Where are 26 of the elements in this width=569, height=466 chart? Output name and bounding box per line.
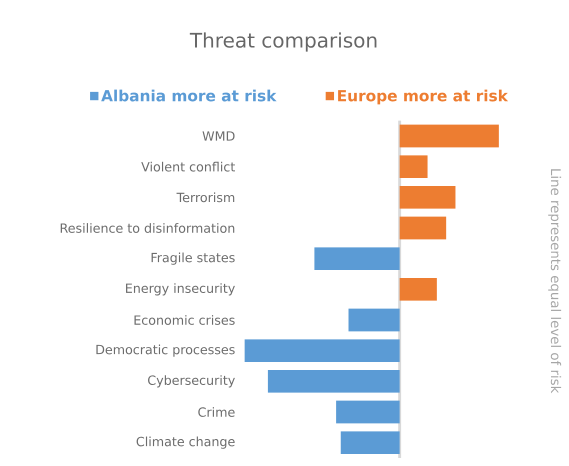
legend-label: Europe more at risk <box>338 90 508 104</box>
y-tick-label: Terrorism <box>176 192 234 202</box>
y-tick-label: Crime <box>198 407 235 417</box>
bar <box>314 247 400 270</box>
legend-label: Albania more at risk <box>101 90 277 102</box>
text: Line represents equal level of risk <box>548 169 562 394</box>
bar <box>400 155 428 178</box>
bar <box>400 278 437 301</box>
y-tick-label: Resilience to disinformation <box>60 223 234 233</box>
y-tick-label: Economic crises <box>134 315 235 325</box>
y-tick-label: Energy insecurity <box>126 283 235 296</box>
bar <box>268 370 400 393</box>
y-tick-label: Violent conflict <box>141 162 235 172</box>
bar <box>336 400 400 424</box>
chart-title: Threat comparison <box>190 32 376 52</box>
y-tick-label: Democratic processes <box>96 344 235 357</box>
bar <box>400 186 456 209</box>
bar <box>244 339 400 362</box>
bar <box>400 216 446 240</box>
y-tick-label: Fragile states <box>152 252 235 265</box>
y-tick-label: WMD <box>202 131 235 141</box>
bar <box>348 308 400 332</box>
bar <box>340 431 400 454</box>
y-tick-label: Cybersecurity <box>148 375 235 388</box>
y-tick-label: Climate change <box>136 436 235 449</box>
bar <box>400 124 499 148</box>
